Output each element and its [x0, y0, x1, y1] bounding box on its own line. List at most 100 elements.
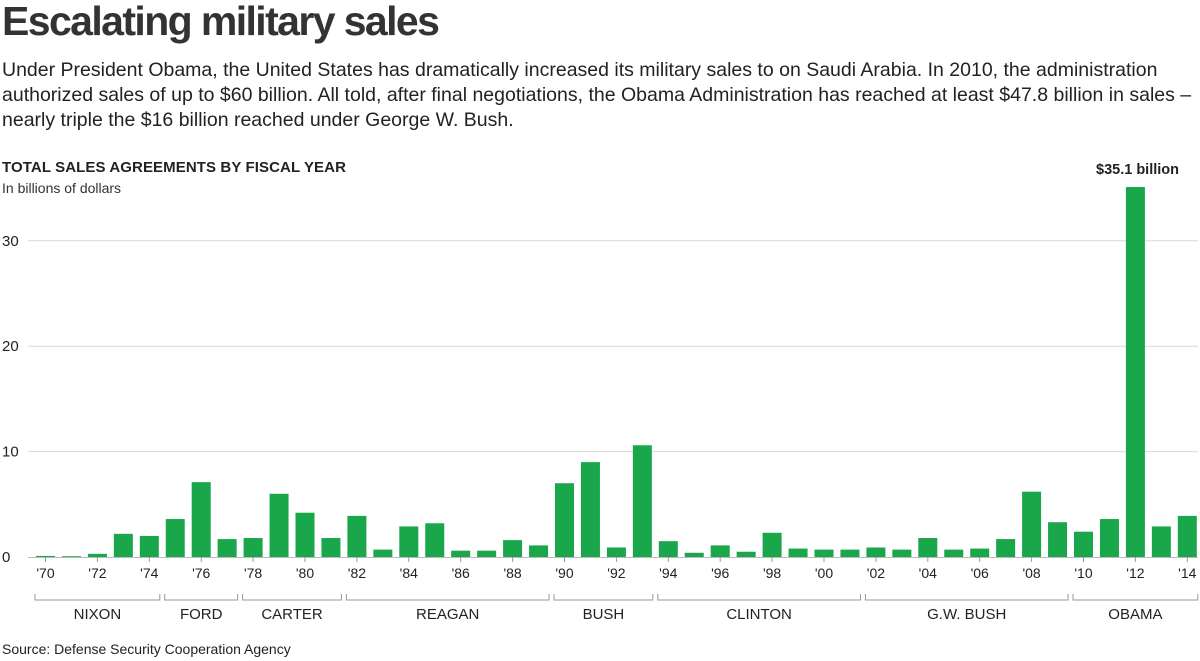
bar-1980 — [295, 512, 315, 557]
bar-2000 — [814, 549, 834, 557]
administration-brackets: NIXON FORD CARTER REAGAN BUSH CLINTON G.W. BUS… — [34, 594, 1199, 623]
bar-2011 — [1099, 519, 1119, 557]
bracket-carter — [242, 594, 342, 601]
x-tick-label: '10 — [1074, 565, 1092, 581]
peak-value-label: $35.1 billion — [1096, 162, 1179, 178]
bracket-bush — [553, 594, 654, 601]
y-axis: 0 10 20 30 — [2, 233, 19, 566]
bar-2013 — [1151, 526, 1171, 557]
y-tick-label: 30 — [2, 233, 19, 250]
x-tick-label: '90 — [555, 565, 573, 581]
x-tick-label: '92 — [607, 565, 625, 581]
bar-1987 — [477, 550, 497, 557]
administration-label: CLINTON — [726, 606, 792, 623]
x-tick-label: '82 — [348, 565, 366, 581]
bar-2003 — [892, 549, 912, 557]
bar-1975 — [165, 519, 185, 557]
bracket-obama — [1072, 594, 1199, 601]
x-axis: '70 '72 '74 '76 '78 '80 '82 '84 '86 '88 '90 '92 '94 '… — [36, 557, 1197, 581]
bar-1991 — [580, 462, 600, 557]
administration-label: NIXON — [74, 606, 122, 623]
x-tick-label: '94 — [659, 565, 677, 581]
bar-2006 — [970, 548, 990, 557]
bar-1989 — [529, 545, 549, 557]
bar-1973 — [113, 533, 133, 557]
bar-1999 — [788, 548, 808, 557]
bar-2001 — [840, 549, 860, 557]
x-tick-label: '04 — [919, 565, 937, 581]
bar-1974 — [139, 535, 159, 557]
bar-1976 — [191, 482, 211, 557]
x-tick-label: '06 — [971, 565, 989, 581]
administration-label: CARTER — [261, 606, 323, 623]
x-tick-label: '02 — [867, 565, 885, 581]
bar-2008 — [1022, 491, 1042, 557]
bar-2014 — [1177, 515, 1197, 557]
page-title: Escalating military sales — [2, 0, 440, 44]
y-tick-label: 10 — [2, 444, 19, 461]
bar-2009 — [1048, 522, 1068, 557]
gridlines — [28, 240, 1198, 558]
bar-1984 — [399, 526, 419, 557]
x-tick-label: '86 — [452, 565, 470, 581]
x-tick-label: '80 — [296, 565, 314, 581]
administration-label: G.W. BUSH — [927, 606, 1006, 623]
bar-1997 — [736, 551, 756, 557]
bar-1998 — [762, 532, 782, 557]
bar-1972 — [87, 553, 107, 557]
bracket-nixon — [34, 594, 161, 601]
bar-1988 — [503, 540, 523, 557]
bar-1992 — [606, 547, 626, 557]
x-tick-label: '72 — [88, 565, 106, 581]
bar-1990 — [555, 483, 574, 557]
bar-1986 — [451, 550, 471, 557]
x-tick-label: '74 — [140, 565, 158, 581]
bar-2010 — [1074, 531, 1093, 557]
x-tick-label: '14 — [1178, 565, 1196, 581]
y-tick-label: 0 — [2, 549, 10, 566]
x-tick-label: '12 — [1126, 565, 1144, 581]
bar-1983 — [373, 549, 393, 557]
bar-1970 — [36, 555, 55, 557]
chart-title: TOTAL SALES AGREEMENTS BY FISCAL YEAR — [2, 159, 347, 176]
bar-2005 — [944, 549, 964, 557]
administration-label: FORD — [180, 606, 223, 623]
administration-label: REAGAN — [416, 606, 479, 623]
bracket-clinton — [657, 594, 861, 601]
bracket-g-w-bush — [864, 594, 1069, 601]
bars — [36, 187, 1197, 557]
administration-label: BUSH — [583, 606, 625, 623]
bar-1982 — [347, 515, 367, 557]
bar-2007 — [996, 539, 1016, 557]
bar-1977 — [217, 539, 237, 557]
intro-text: Under President Obama, the United States… — [2, 59, 1192, 131]
bar-1981 — [321, 538, 341, 557]
x-tick-label: '70 — [36, 565, 54, 581]
source-note: Source: Defense Security Cooperation Age… — [2, 641, 291, 657]
chart-units: In billions of dollars — [2, 180, 122, 196]
x-tick-label: '76 — [192, 565, 210, 581]
administration-label: OBAMA — [1108, 606, 1162, 623]
annotations: $35.1 billion — [1096, 162, 1179, 178]
x-tick-label: '98 — [763, 565, 781, 581]
bracket-ford — [164, 594, 239, 601]
bar-1996 — [710, 545, 730, 557]
bar-1979 — [269, 493, 289, 557]
x-tick-label: '96 — [711, 565, 729, 581]
bar-1978 — [243, 538, 263, 557]
x-tick-label: '88 — [503, 565, 521, 581]
bar-1995 — [684, 552, 704, 557]
bar-2012 — [1125, 187, 1145, 557]
x-tick-label: '08 — [1022, 565, 1040, 581]
bar-1994 — [658, 541, 678, 557]
bar-1971 — [61, 556, 81, 557]
bar-1993 — [632, 445, 652, 557]
x-tick-label: '00 — [815, 565, 833, 581]
bracket-reagan — [345, 594, 550, 601]
y-tick-label: 20 — [2, 338, 19, 355]
bar-2004 — [918, 538, 938, 557]
x-tick-label: '78 — [244, 565, 262, 581]
bar-2002 — [866, 547, 886, 557]
bar-1985 — [425, 523, 445, 557]
